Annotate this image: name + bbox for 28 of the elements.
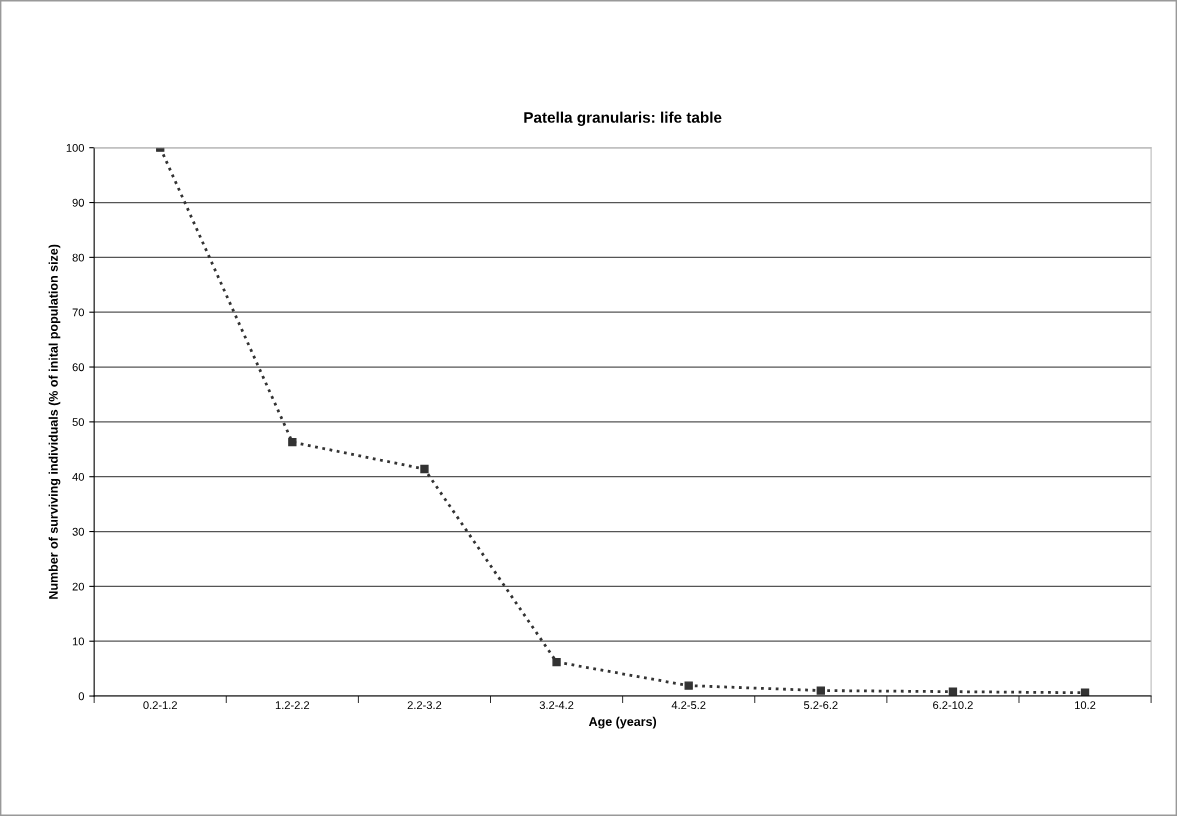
y-tick-label: 10 (72, 637, 84, 646)
point (288, 437, 297, 447)
point (816, 686, 825, 695)
chart-title: Patella granularis: life table (524, 111, 722, 126)
y-tick-label: 20 (72, 582, 84, 591)
y-tick-label: 70 (72, 308, 84, 317)
x-tick-label: 1.2-2.2 (275, 701, 310, 709)
y-tick-label: 30 (72, 527, 84, 536)
y-tick-label: 90 (72, 198, 84, 207)
x-tick-label: 6.2-10.2 (933, 701, 973, 710)
x-tick-label: 4.2-5.2 (671, 701, 706, 710)
y-tick-label: 60 (72, 363, 84, 372)
x-tick-label: 2.2-3.2 (407, 701, 442, 710)
point (552, 657, 561, 667)
y-tick-label: 100 (66, 143, 85, 152)
y-tick-label: 0 (78, 692, 84, 701)
x-tick-label: 3.2-4.2 (539, 701, 574, 710)
y-axis-title: Number of surviving individuals (% of inital population size) (48, 244, 61, 599)
y-tick-label: 50 (72, 418, 84, 427)
x-tick-label: 0.2-1.2 (143, 701, 177, 710)
point (420, 464, 429, 474)
x-tick-label: 10.2 (1075, 701, 1096, 710)
x-axis-title: Age (years) (588, 716, 657, 729)
point (948, 687, 958, 696)
point (684, 681, 693, 690)
y-tick-label: 80 (72, 253, 84, 262)
x-tick-label: 5.2-6.2 (803, 701, 838, 710)
y-tick-label: 40 (72, 472, 84, 481)
